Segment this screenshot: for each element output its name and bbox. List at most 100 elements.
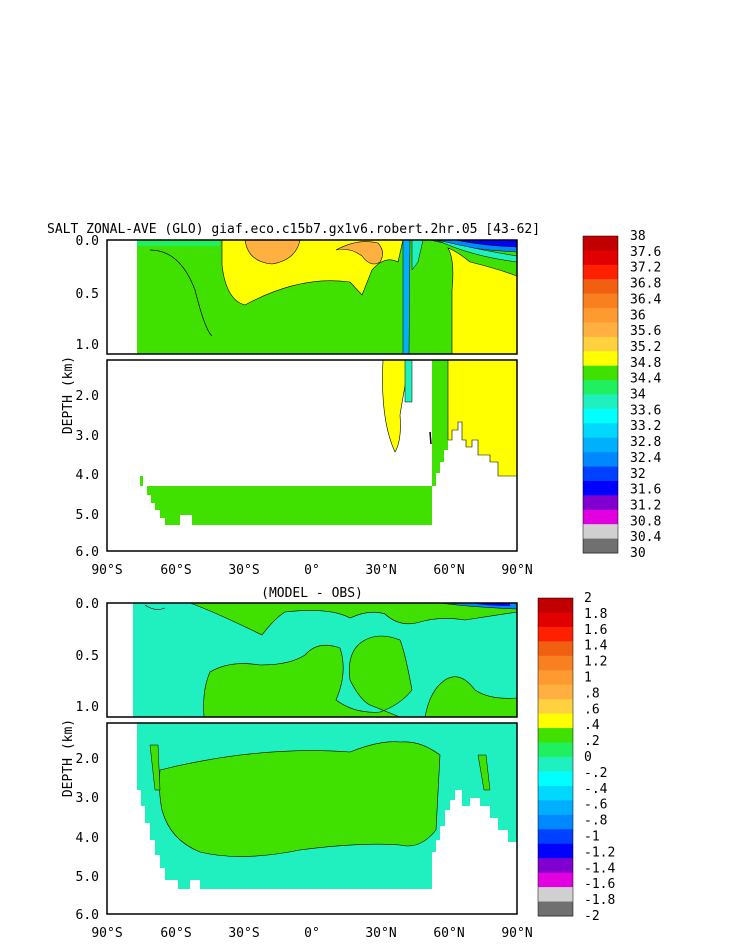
salt-xtick-4: 30°N: [365, 563, 396, 578]
salt-colorbar: 3837.637.236.836.43635.635.234.834.43433…: [582, 229, 661, 561]
diff-colorbar-swatch: [538, 670, 573, 686]
diff-colorbar-label: 1: [584, 671, 592, 686]
salt-ytick-1: 0.5: [76, 287, 99, 302]
diff-colorbar-label: 2: [584, 591, 592, 606]
diff-title: (MODEL - OBS): [261, 586, 363, 601]
diff-lower-frame: [106, 722, 518, 915]
salt-colorbar-label: 34.4: [630, 372, 661, 387]
salt-ytick-4: 3.0: [76, 429, 99, 444]
diff-xtick-4: 30°N: [365, 926, 396, 941]
diff-colorbar-swatch: [538, 800, 573, 816]
diff-colorbar-swatch: [538, 713, 573, 729]
salt-lower-frame: [106, 359, 518, 552]
diff-ytick-1: 0.5: [76, 649, 99, 664]
diff-ytick-2: 1.0: [76, 700, 99, 715]
salt-colorbar-label: 32.8: [630, 435, 661, 450]
salt-colorbar-label: 33.6: [630, 403, 661, 418]
salt-ytick-0: 0.0: [76, 234, 99, 249]
salt-colorbar-swatch: [583, 394, 618, 410]
diff-colorbar-frame: [537, 597, 574, 917]
diff-colorbar-label: .6: [584, 702, 600, 717]
salt-lower-field: [140, 359, 518, 525]
diff-colorbar-swatch: [538, 771, 573, 787]
salt-colorbar-label: 35.6: [630, 324, 661, 339]
salt-colorbar-label: 30.8: [630, 514, 661, 529]
diff-colorbar-swatch: [538, 843, 573, 859]
salt-xtick-6: 90°N: [501, 563, 532, 578]
salt-colorbar-swatch: [583, 495, 618, 511]
salt-colorbar-swatch: [583, 351, 618, 367]
salt-colorbar-label: 38: [630, 229, 646, 244]
salt-colorbar-label: 31.2: [630, 498, 661, 513]
diff-colorbar-swatch: [538, 742, 573, 758]
diff-colorbar-swatch: [538, 887, 573, 903]
salt-colorbar-swatch: [583, 264, 618, 280]
diff-colorbar-swatch: [538, 684, 573, 700]
salt-colorbar-swatch: [583, 452, 618, 468]
salt-colorbar-swatch: [583, 236, 618, 251]
salt-colorbar-swatch: [583, 538, 618, 554]
diff-colorbar-swatch: [538, 814, 573, 830]
salt-colorbar-label: 32.4: [630, 451, 661, 466]
salt-colorbar-label: 32: [630, 467, 646, 482]
diff-colorbar-swatch: [538, 598, 573, 613]
salt-colorbar-label: 36: [630, 308, 646, 323]
diff-colorbar-swatch: [538, 641, 573, 657]
salt-colorbar-swatch: [583, 423, 618, 439]
salt-upper-field: [137, 239, 518, 355]
salt-upper-frame: [106, 239, 518, 355]
diff-colorbar: 21.81.61.41.21.8.6.4.20-.2-.4-.6-.8-1-1.…: [537, 591, 615, 924]
diff-ytick-4: 3.0: [76, 791, 99, 806]
salt-colorbar-label: 30.4: [630, 530, 661, 545]
salt-ytick-5: 4.0: [76, 468, 99, 483]
salt-colorbar-swatch: [583, 524, 618, 540]
salt-colorbar-label: 36.4: [630, 292, 661, 307]
diff-xtick-5: 60°N: [433, 926, 464, 941]
salt-xtick-5: 60°N: [433, 563, 464, 578]
salt-panel: SALT ZONAL-AVE (GLO) giaf.eco.c15b7.gx1v…: [47, 222, 661, 578]
salt-colorbar-swatch: [583, 336, 618, 352]
salt-colorbar-swatch: [583, 509, 618, 525]
salt-colorbar-label: 35.2: [630, 340, 661, 355]
salt-colorbar-swatch: [583, 466, 618, 482]
diff-colorbar-swatch: [538, 901, 573, 917]
diff-ytick-3: 2.0: [76, 752, 99, 767]
salt-colorbar-label: 33.2: [630, 419, 661, 434]
diff-colorbar-label: -1.4: [584, 861, 615, 876]
salt-colorbar-label: 34.8: [630, 356, 661, 371]
salt-colorbar-label: 37.6: [630, 245, 661, 260]
diff-ytick-5: 4.0: [76, 831, 99, 846]
salt-ytick-7: 6.0: [76, 545, 99, 560]
diff-colorbar-label: -1: [584, 830, 600, 845]
diff-colorbar-label: -.8: [584, 814, 607, 829]
salt-colorbar-swatch: [583, 408, 618, 424]
salt-ytick-3: 2.0: [76, 389, 99, 404]
diff-colorbar-label: -1.6: [584, 877, 615, 892]
salt-colorbar-swatch: [583, 322, 618, 338]
salt-colorbar-swatch: [583, 365, 618, 381]
diff-colorbar-swatch: [538, 829, 573, 845]
salt-xtick-0: 90°S: [91, 563, 122, 578]
salt-ytick-6: 5.0: [76, 508, 99, 523]
diff-upper-frame: [106, 602, 518, 718]
salt-colorbar-label: 37.2: [630, 261, 661, 276]
diff-xtick-0: 90°S: [91, 926, 122, 941]
diff-colorbar-swatch: [538, 858, 573, 874]
diff-ytick-0: 0.0: [76, 597, 99, 612]
diff-colorbar-label: -1.2: [584, 845, 615, 860]
salt-colorbar-swatch: [583, 380, 618, 395]
diff-colorbar-label: 1.2: [584, 655, 607, 670]
diff-colorbar-swatch: [538, 757, 573, 772]
diff-colorbar-swatch: [538, 728, 573, 744]
salt-title: SALT ZONAL-AVE (GLO) giaf.eco.c15b7.gx1v…: [47, 222, 540, 237]
diff-colorbar-swatch: [538, 612, 573, 628]
salt-colorbar-label: 31.6: [630, 483, 661, 498]
diff-xtick-6: 90°N: [501, 926, 532, 941]
diff-ytick-7: 6.0: [76, 908, 99, 923]
salt-colorbar-swatch: [583, 293, 618, 309]
diff-colorbar-label: 1.4: [584, 639, 608, 654]
diff-ytick-6: 5.0: [76, 870, 99, 885]
salt-colorbar-label: 36.8: [630, 277, 661, 292]
salt-colorbar-swatch: [583, 480, 618, 496]
salt-ylabel: DEPTH (km): [61, 356, 76, 434]
